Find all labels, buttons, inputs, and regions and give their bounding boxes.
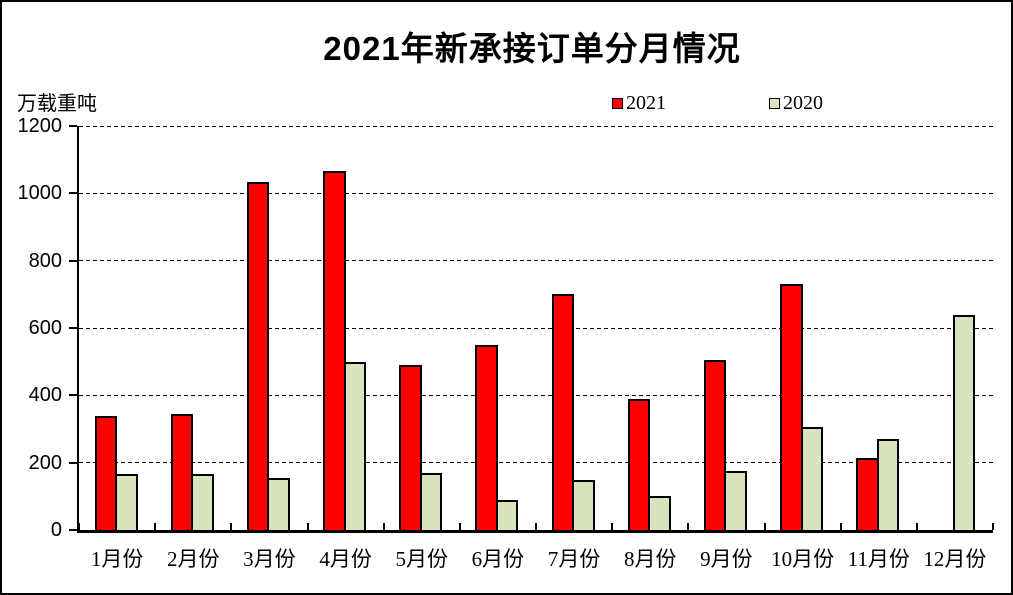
bar-2020-11月份: [876, 439, 900, 530]
y-axis-tick-1200: [69, 125, 77, 127]
gridline-600: [79, 327, 993, 329]
x-axis-tick-0: [78, 523, 80, 530]
y-axis-label-400: 400: [28, 384, 62, 407]
y-axis-label-1000: 1000: [17, 182, 63, 205]
bar-2020-8月份: [648, 496, 671, 530]
y-axis-tick-400: [69, 394, 77, 397]
y-axis-label-0: 0: [50, 519, 62, 541]
y-axis-unit-label: 万载重吨: [17, 93, 97, 115]
y-axis-tick-600: [69, 327, 77, 329]
bar-2020-1月份: [115, 474, 138, 530]
legend-swatch-2021: [612, 97, 623, 109]
y-axis-label-800: 800: [28, 249, 62, 272]
x-axis-tick-9: [763, 523, 766, 530]
x-axis-tick-11: [915, 523, 918, 530]
plot-area: 0 200 400 600 800 1000 1200 1月份 2月份 3月份 4月份 5月份 6月份 7…: [18, 116, 994, 570]
bar-2021-2月份: [170, 413, 194, 530]
x-axis-label-6月份: 6月份: [471, 547, 525, 571]
x-axis-label-7月份: 7月份: [547, 547, 601, 571]
y-axis-label-200: 200: [28, 451, 62, 474]
y-axis-tick-800: [69, 259, 77, 262]
gridline-800: [79, 260, 993, 262]
bar-2020-7月份: [572, 479, 595, 530]
x-axis-label-9月份: 9月份: [700, 547, 753, 571]
bar-2021-6月份: [475, 344, 498, 530]
bar-2020-6月份: [495, 499, 519, 530]
gridline-200: [79, 462, 993, 464]
x-axis-label-4月份: 4月份: [319, 547, 372, 571]
bar-2021-3月份: [246, 181, 270, 530]
y-axis-label-600: 600: [28, 317, 62, 339]
gridline-400: [79, 394, 993, 396]
x-axis-label-10月份: 10月份: [771, 547, 835, 571]
y-axis-label-1200: 1200: [17, 115, 63, 137]
legend-label-2021: 2021: [626, 92, 666, 114]
x-axis-label-11月份: 11月份: [847, 547, 910, 571]
bar-2020-2月份: [191, 474, 214, 530]
bar-2021-9月份: [703, 359, 727, 530]
bar-2020-12月份: [952, 314, 976, 530]
bar-2021-7月份: [551, 294, 575, 530]
x-axis-tick-10: [839, 523, 842, 530]
x-axis-tick-6: [535, 523, 537, 530]
gridline-1200: [79, 125, 993, 127]
bar-2021-1月份: [94, 415, 118, 530]
x-axis-label-3月份: 3月份: [243, 547, 296, 571]
x-axis-label-2月份: 2月份: [166, 547, 220, 571]
x-axis-tick-2: [230, 523, 233, 530]
bar-2021-4月份: [323, 171, 346, 530]
x-axis-tick-1: [154, 523, 157, 530]
y-axis-tick-200: [69, 461, 77, 464]
y-axis-tick-1000: [69, 192, 77, 195]
bar-2020-9月份: [724, 471, 747, 530]
chart-title: 2021年新承接订单分月情况: [323, 30, 741, 67]
legend-label-2020: 2020: [783, 92, 823, 114]
x-axis-tick-8: [687, 523, 690, 530]
x-axis-tick-7: [611, 523, 614, 530]
bar-2021-8月份: [627, 398, 651, 530]
bar-2021-5月份: [399, 365, 422, 530]
x-axis-tick-12: [992, 523, 994, 530]
x-axis-label-1月份: 1月份: [90, 547, 144, 571]
x-axis-tick-5: [458, 523, 461, 530]
legend-swatch-2020: [769, 97, 780, 109]
x-axis-label-5月份: 5月份: [395, 547, 448, 571]
x-axis-tick-4: [382, 523, 385, 530]
bar-2020-3月份: [267, 477, 290, 530]
y-axis-tick-0: [69, 529, 77, 531]
x-axis-tick-3: [306, 523, 309, 530]
x-axis-label-8月份: 8月份: [623, 547, 677, 571]
bar-2020-10月份: [800, 427, 824, 530]
bar-2021-11月份: [856, 457, 879, 530]
gridline-1000: [79, 192, 993, 194]
bar-2020-5月份: [419, 472, 443, 530]
bar-2021-10月份: [780, 284, 803, 530]
bar-2020-4月份: [343, 361, 367, 530]
x-axis-label-12月份: 12月份: [923, 547, 987, 571]
legend-item-2021: 2021: [612, 93, 666, 113]
legend-item-2020: 2020: [769, 93, 823, 113]
